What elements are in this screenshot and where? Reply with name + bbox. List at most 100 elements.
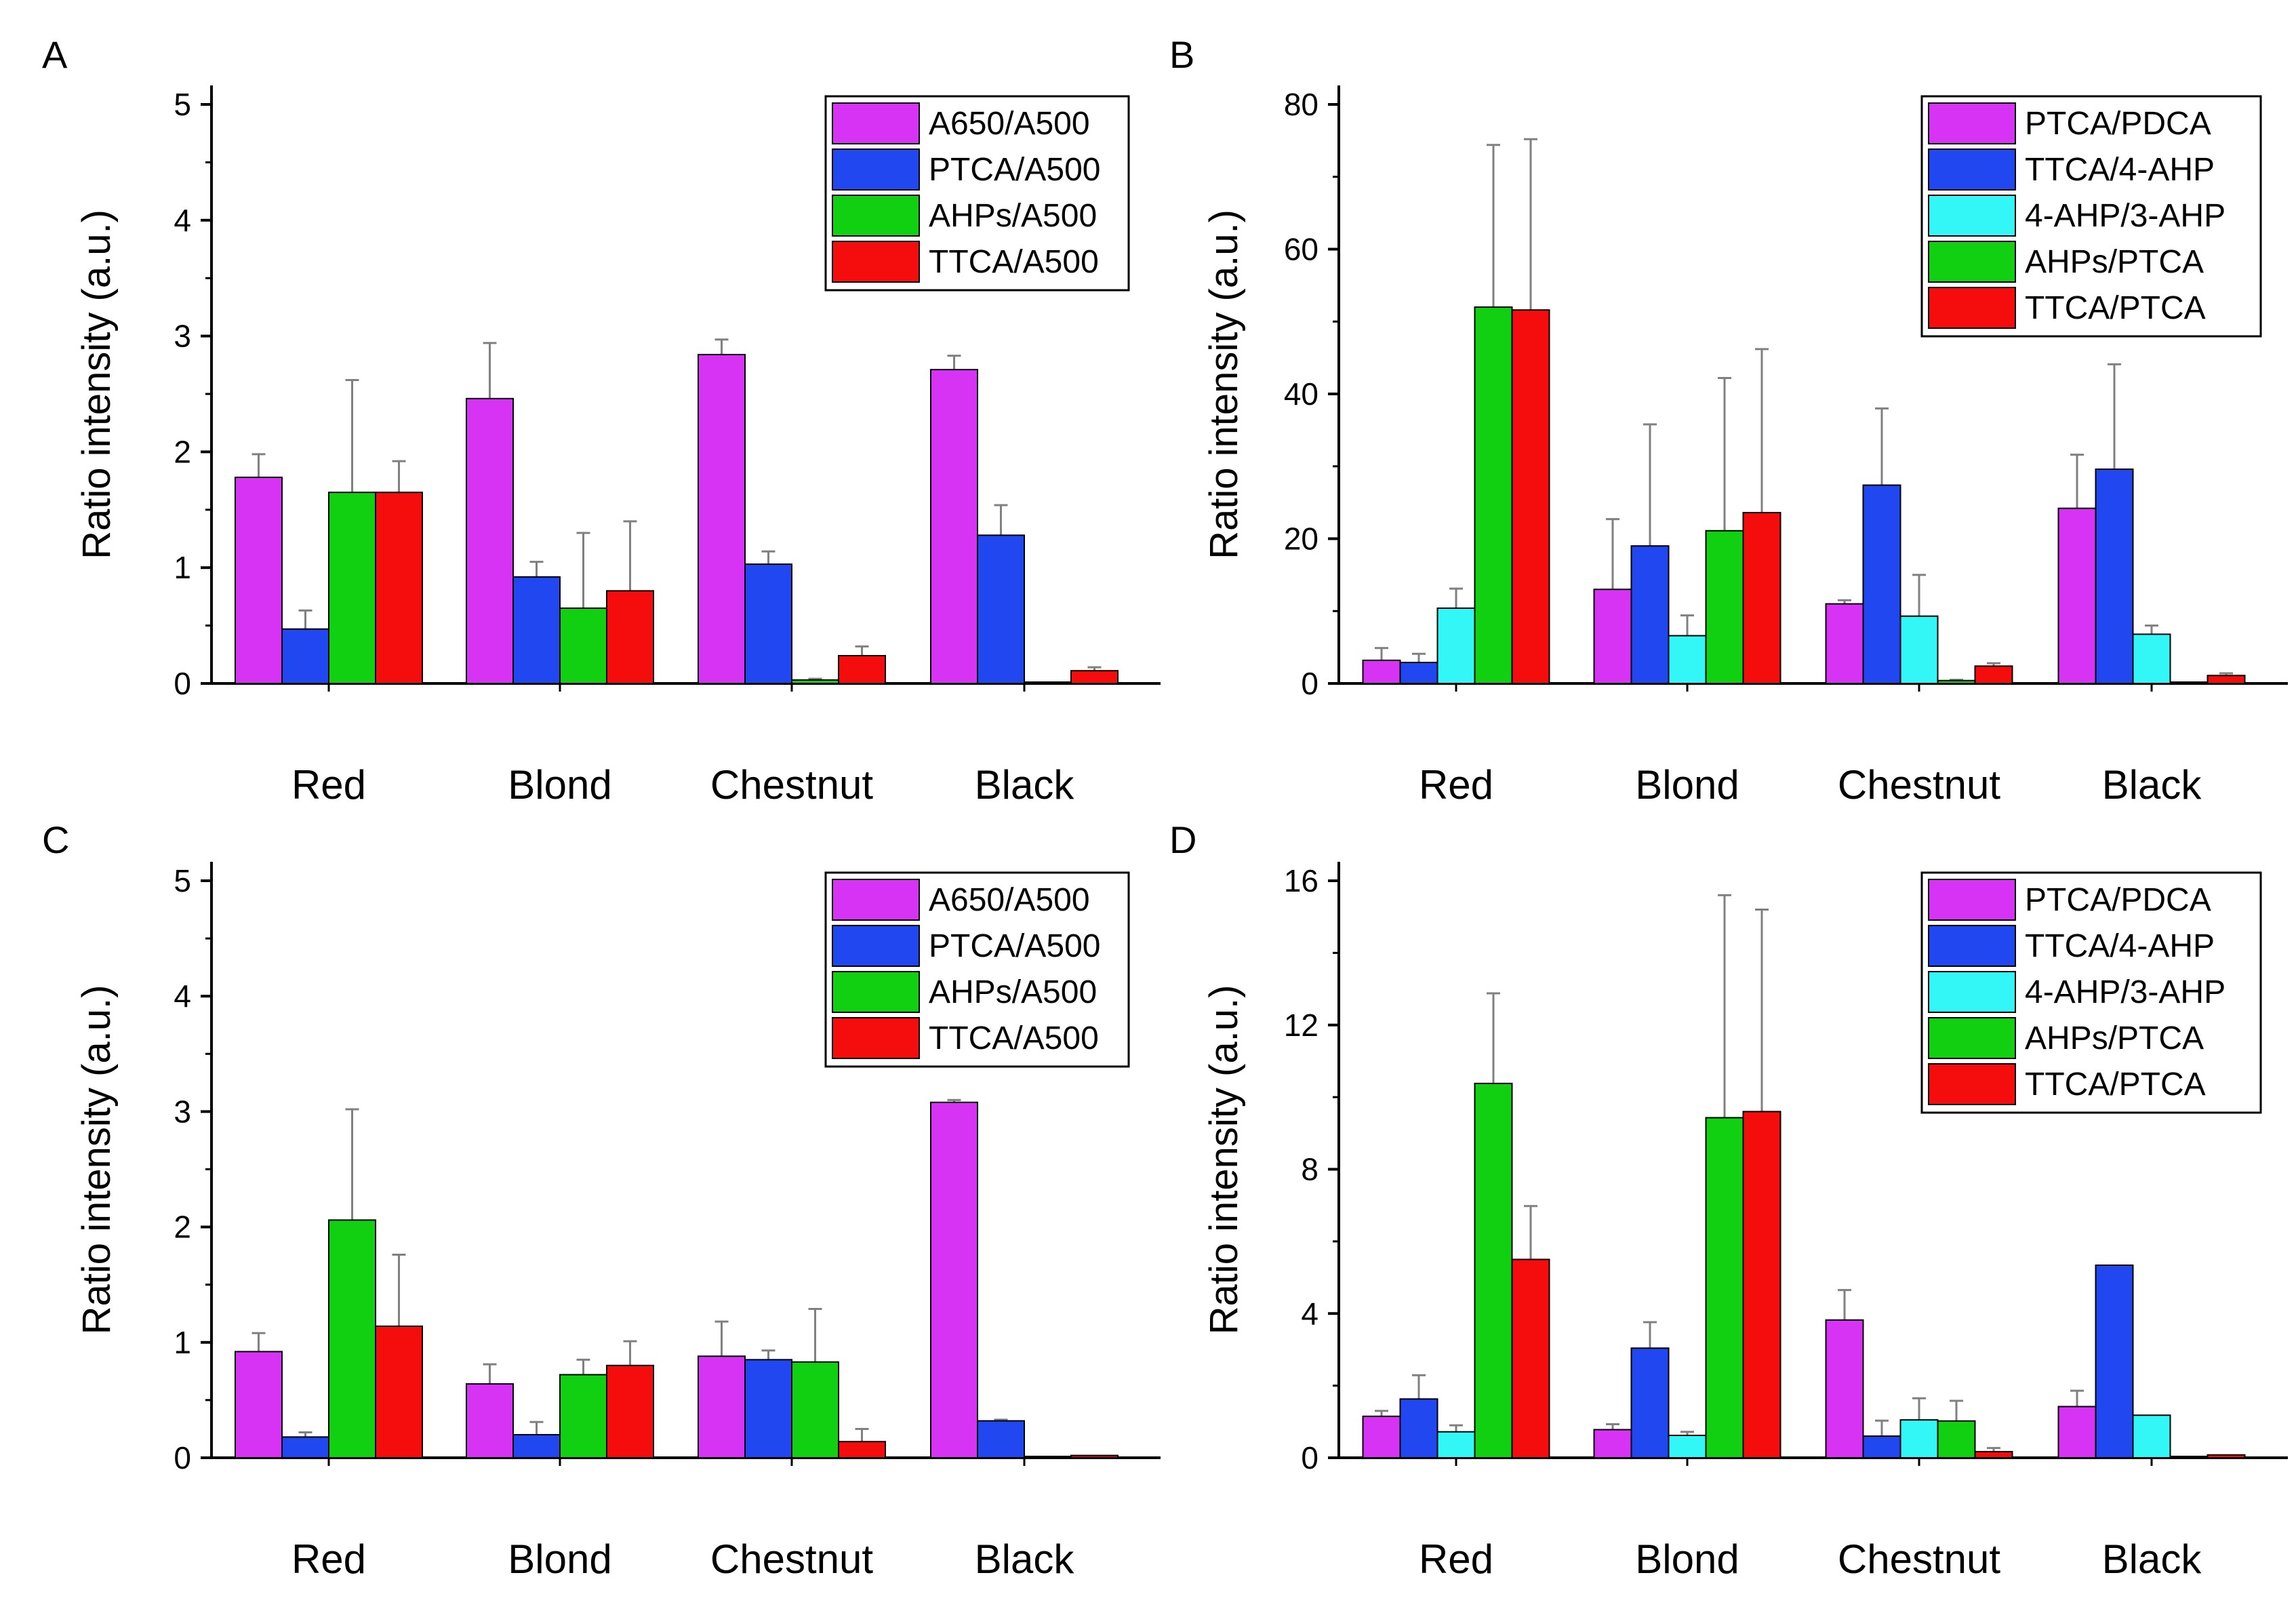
bar-ptca-a500-blond: [512, 1433, 561, 1458]
bar-ptca-pdca-black: [2057, 507, 2097, 684]
y-tick-label: 1: [174, 550, 191, 585]
legend-swatch: [1928, 971, 2016, 1013]
bar-ptca-pdca-red: [1362, 659, 1401, 685]
bar-a650-a500-red: [235, 476, 283, 684]
panel-label: D: [1169, 818, 1196, 861]
legend-swatch: [1928, 879, 2016, 921]
y-tick-label: 8: [1301, 1152, 1318, 1187]
bar-a650-a500-black: [930, 369, 978, 685]
y-tick-label: 20: [1284, 521, 1318, 557]
x-tick-label: Red: [291, 1536, 366, 1582]
y-tick-label: 60: [1284, 232, 1318, 267]
x-tick-label: Chestnut: [1838, 762, 2000, 808]
x-tick-label: Red: [1419, 1536, 1493, 1582]
legend-label: TTCA/PTCA: [2025, 1067, 2206, 1102]
legend-label: 4-AHP/3-AHP: [2025, 974, 2225, 1010]
panel-b: B 0 20 40 60 80 Ratio intensity (a.u.) Red Blond…: [1169, 33, 2288, 808]
bar-ttca-4-ahp-chestnut: [1862, 1435, 1901, 1458]
y-axis-label: Ratio intensity (a.u.): [1202, 985, 1246, 1335]
panel-label: A: [42, 33, 68, 76]
bar-ttca-ptca-blond: [1742, 1111, 1781, 1459]
bar-ptca-a500-red: [281, 628, 329, 684]
legend-label: TTCA/A500: [929, 1020, 1099, 1056]
legend-label: A650/A500: [929, 106, 1090, 142]
bar-ptca-a500-red: [281, 1436, 329, 1459]
bar-ttca-ptca-black: [2207, 675, 2246, 685]
bar-ptca-pdca-blond: [1593, 589, 1632, 684]
y-tick-label: 40: [1284, 376, 1318, 412]
x-tick-label: Chestnut: [710, 762, 873, 808]
y-tick-label: 0: [1301, 666, 1318, 701]
bar-ahps-ptca-blond: [1705, 530, 1744, 684]
legend-label: A650/A500: [929, 882, 1090, 918]
y-axis-label: Ratio intensity (a.u.): [75, 985, 119, 1335]
y-tick-label: 16: [1284, 863, 1318, 898]
legend-swatch: [1928, 195, 2016, 237]
legend-label: PTCA/A500: [929, 152, 1100, 188]
legend-swatch: [832, 879, 920, 921]
bar-ttca-a500-red: [375, 492, 423, 684]
bar-ttca-a500-blond: [606, 1364, 654, 1458]
legend-swatch: [832, 1017, 920, 1059]
bar-ttca-4-ahp-blond: [1630, 1347, 1670, 1459]
legend-label: TTCA/A500: [929, 244, 1099, 280]
bar-ptca-pdca-blond: [1593, 1429, 1632, 1458]
bar-4-ahp-3-ahp-chestnut: [1899, 1419, 1939, 1458]
panel-a: A 0 1 2 3 4 5 Ratio intensity (a.u.) Red Blond Che…: [42, 33, 1161, 808]
y-tick-label: 4: [174, 203, 191, 238]
legend-swatch: [1928, 148, 2016, 191]
bar-ttca-4-ahp-black: [2095, 1264, 2134, 1458]
bar-ttca-a500-black: [1070, 670, 1119, 684]
legend-label: PTCA/PDCA: [2025, 106, 2211, 142]
legend-swatch: [832, 102, 920, 144]
panel-d: D 0 4 8 12 16 Ratio intensity (a.u.) Red Blond Ch…: [1169, 818, 2288, 1582]
bar-ttca-ptca-chestnut: [1974, 665, 2013, 685]
bar-4-ahp-3-ahp-black: [2132, 1414, 2171, 1459]
y-axis-label: Ratio intensity (a.u.): [1202, 210, 1246, 559]
x-tick-label: Chestnut: [1838, 1536, 2000, 1582]
bar-ahps-ptca-red: [1474, 306, 1513, 684]
legend-label: TTCA/4-AHP: [2025, 152, 2215, 188]
x-tick-label: Black: [975, 762, 1075, 808]
bar-ahps-a500-blond: [559, 607, 607, 684]
bar-ptca-pdca-chestnut: [1825, 603, 1864, 685]
bar-ttca-4-ahp-red: [1399, 1398, 1438, 1459]
y-tick-label: 3: [174, 1094, 191, 1129]
legend: A650/A500 PTCA/A500 AHPs/A500 TTCA/A500: [824, 95, 1130, 292]
bar-ttca-a500-chestnut: [838, 655, 886, 684]
bar-ttca-a500-red: [375, 1325, 423, 1459]
bar-ahps-ptca-black: [2169, 681, 2209, 684]
bar-ahps-ptca-blond: [1705, 1117, 1744, 1459]
bar-ttca-ptca-black: [2207, 1454, 2246, 1459]
bar-ttca-ptca-blond: [1742, 512, 1781, 684]
bar-ttca-a500-black: [1070, 1454, 1119, 1458]
legend-label: AHPs/PTCA: [2025, 244, 2204, 280]
y-tick-label: 2: [174, 1210, 191, 1245]
legend-swatch: [1928, 287, 2016, 329]
bar-ptca-a500-black: [977, 534, 1025, 684]
bar-ttca-a500-blond: [606, 590, 654, 684]
bar-ahps-a500-black: [1024, 1456, 1072, 1458]
legend: PTCA/PDCA TTCA/4-AHP 4-AHP/3-AHP AHPs/PTCA T…: [1920, 871, 2262, 1114]
legend-swatch: [1928, 1017, 2016, 1059]
legend-label: AHPs/A500: [929, 974, 1097, 1010]
legend-swatch: [832, 148, 920, 191]
bar-4-ahp-3-ahp-red: [1436, 607, 1476, 684]
panel-label: B: [1169, 33, 1194, 76]
bar-4-ahp-3-ahp-blond: [1668, 635, 1707, 684]
bar-ahps-a500-black: [1024, 681, 1072, 684]
bar-a650-a500-black: [930, 1101, 978, 1459]
y-tick-label: 2: [174, 434, 191, 469]
bar-4-ahp-3-ahp-black: [2132, 633, 2171, 684]
x-tick-label: Blond: [1635, 1536, 1739, 1582]
bar-ahps-ptca-black: [2169, 1456, 2209, 1458]
bar-a650-a500-chestnut: [698, 353, 746, 684]
legend-label: PTCA/PDCA: [2025, 882, 2211, 918]
y-tick-label: 12: [1284, 1008, 1318, 1043]
legend-label: TTCA/4-AHP: [2025, 928, 2215, 964]
panel-label: C: [42, 818, 69, 861]
bar-ttca-4-ahp-red: [1399, 662, 1438, 684]
bar-ahps-a500-red: [328, 1219, 376, 1458]
legend-swatch: [1928, 1063, 2016, 1105]
